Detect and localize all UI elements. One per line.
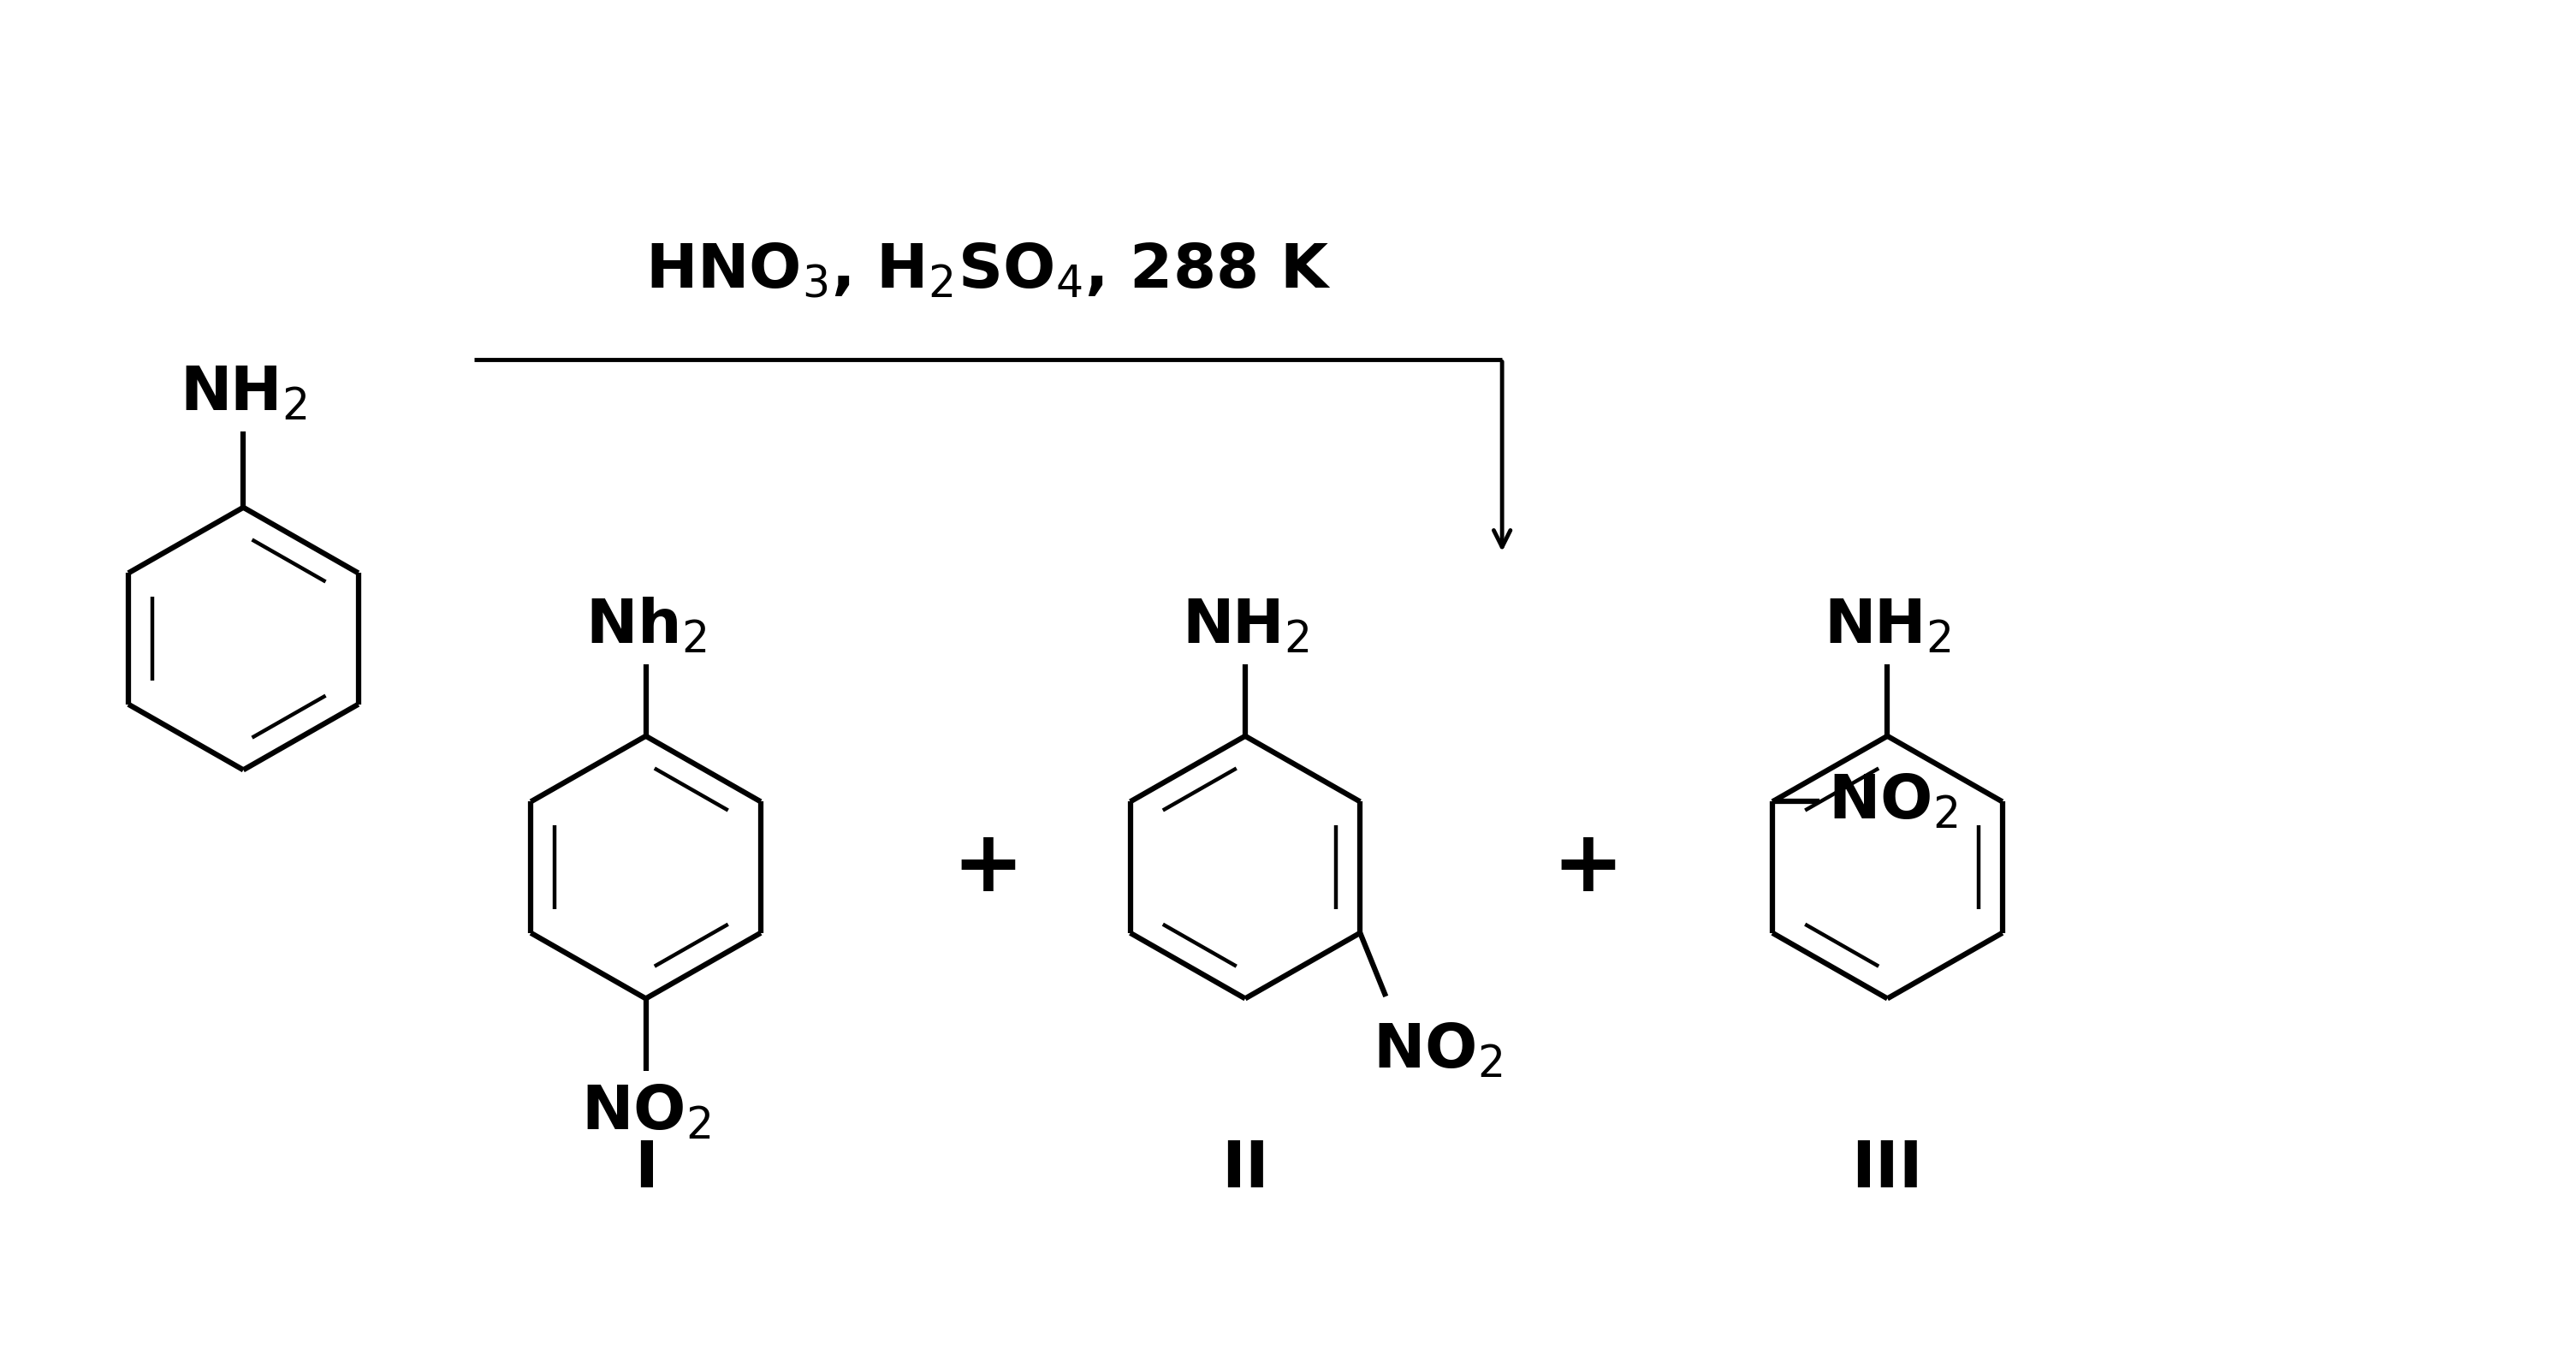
Text: III: III — [1852, 1139, 1924, 1201]
Text: I: I — [634, 1139, 657, 1201]
Text: NO$_2$: NO$_2$ — [580, 1083, 711, 1143]
Text: NH$_2$: NH$_2$ — [1824, 597, 1950, 655]
Text: +: + — [953, 825, 1025, 908]
Text: NH$_2$: NH$_2$ — [1182, 597, 1309, 655]
Text: +: + — [1551, 825, 1623, 908]
Text: HNO$_3$, H$_2$SO$_4$, 288 K: HNO$_3$, H$_2$SO$_4$, 288 K — [644, 241, 1332, 300]
Text: NO$_2$: NO$_2$ — [1829, 772, 1958, 831]
Text: Nh$_2$: Nh$_2$ — [585, 597, 706, 655]
Text: II: II — [1221, 1139, 1270, 1201]
Text: NO$_2$: NO$_2$ — [1373, 1022, 1502, 1081]
Text: NH$_2$: NH$_2$ — [180, 364, 307, 422]
